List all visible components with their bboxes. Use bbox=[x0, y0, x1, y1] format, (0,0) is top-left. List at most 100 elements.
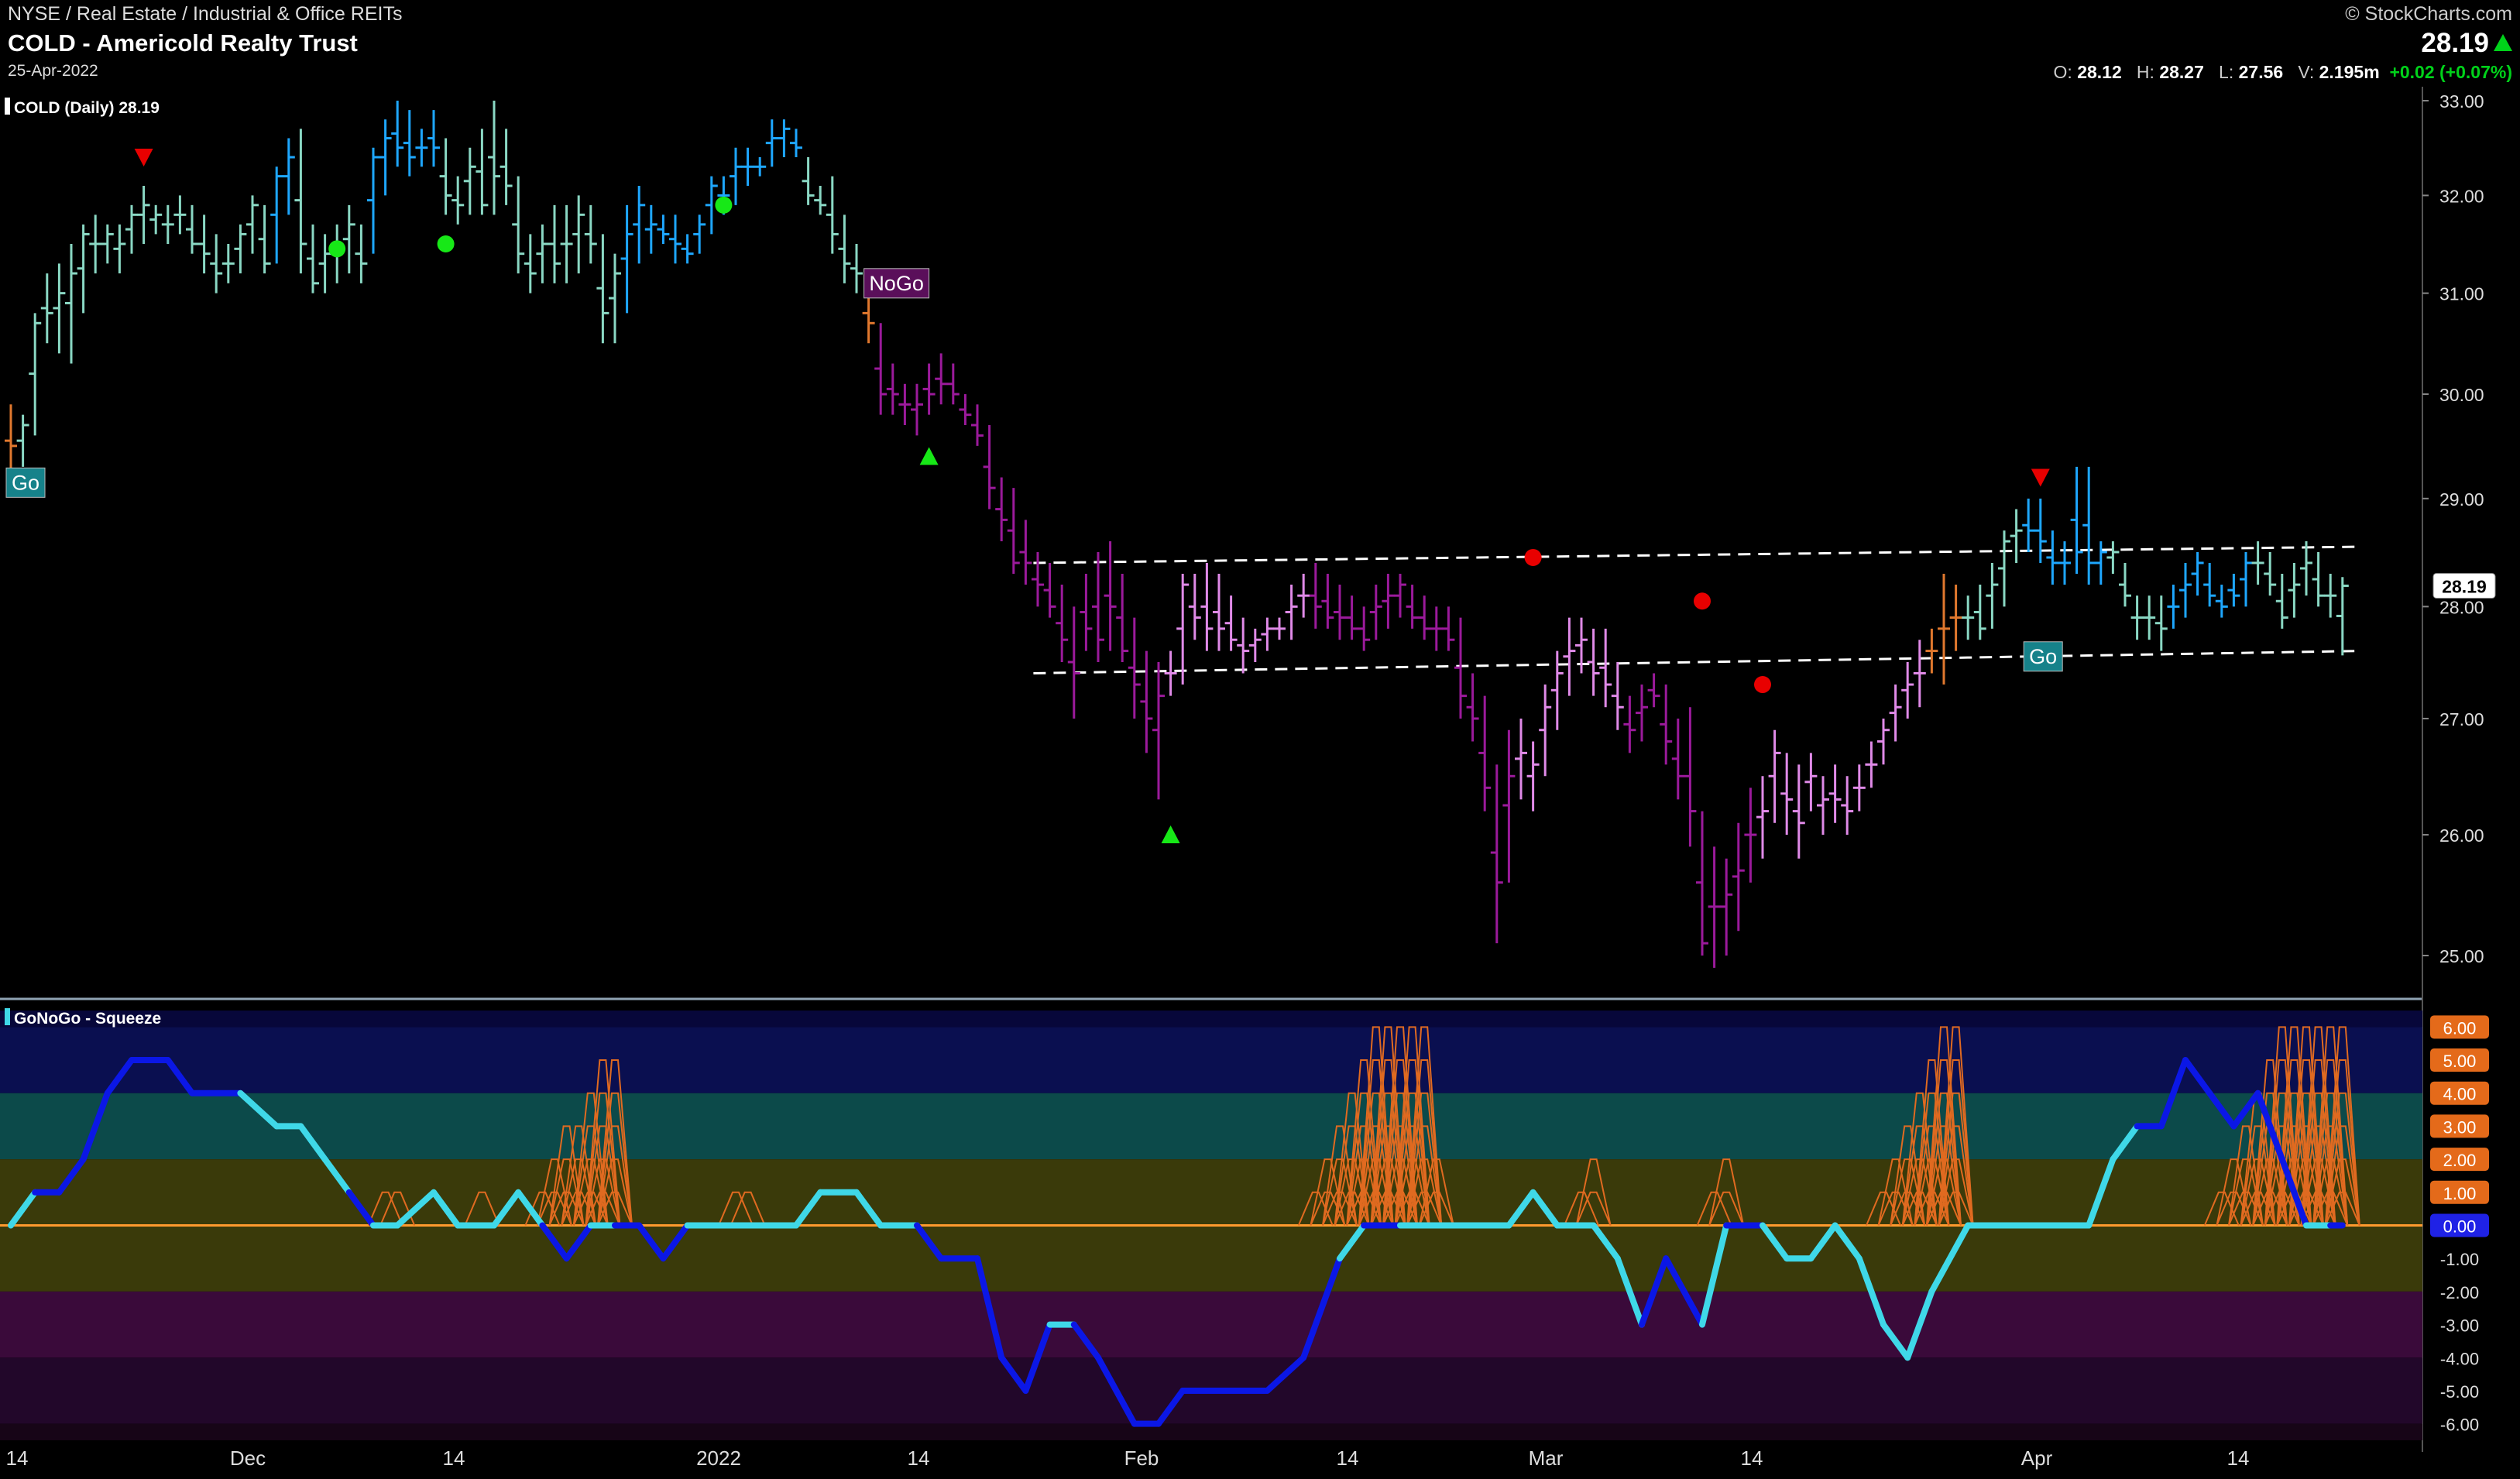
indicator-tick-badge bbox=[2430, 1213, 2489, 1237]
indicator-y-tick-label: 0.00 bbox=[2443, 1217, 2477, 1237]
price-y-tick-label: 27.00 bbox=[2439, 709, 2484, 729]
oscillator-segment bbox=[104, 1057, 135, 1096]
signal-markers: NoGo Go Go bbox=[5, 148, 2063, 844]
indicator-y-tick-label: -5.00 bbox=[2440, 1382, 2479, 1402]
indicator-zone bbox=[0, 1159, 2422, 1226]
squeeze-spike bbox=[1708, 1158, 1745, 1226]
oscillator-segment bbox=[1639, 1255, 1670, 1328]
last-price-tag bbox=[2432, 572, 2496, 599]
oscillator-segment bbox=[56, 1156, 87, 1196]
last-price-tag-label: 28.19 bbox=[2442, 576, 2487, 596]
oscillator-segment bbox=[321, 1156, 352, 1196]
oscillator-segment bbox=[8, 1189, 39, 1229]
volume-label: V: bbox=[2298, 62, 2315, 82]
price-y-tick-label: 25.00 bbox=[2439, 946, 2484, 966]
oscillator-segment bbox=[297, 1123, 328, 1163]
oscillator-segment bbox=[515, 1189, 546, 1229]
price-legend-swatch bbox=[5, 98, 10, 115]
x-tick-label: Mar bbox=[1529, 1446, 1564, 1470]
indicator-tick-badge bbox=[2430, 1081, 2489, 1105]
indicator-y-tick-label: -3.00 bbox=[2440, 1316, 2479, 1336]
squeeze-spike bbox=[1938, 1125, 1974, 1226]
squeeze-spike bbox=[1418, 1158, 1454, 1226]
squeeze-spike bbox=[561, 1125, 597, 1226]
squeeze-spike bbox=[2312, 1125, 2349, 1226]
squeeze-spike bbox=[2324, 1092, 2360, 1226]
oscillator-segment bbox=[1505, 1189, 1536, 1229]
x-tick-label: 2022 bbox=[696, 1446, 741, 1470]
oscillator-segment bbox=[1590, 1222, 1621, 1262]
squeeze-spike bbox=[2288, 1059, 2324, 1226]
oscillator-segment bbox=[2230, 1090, 2261, 1130]
oscillator-segment bbox=[80, 1090, 111, 1163]
oscillator-segment bbox=[2110, 1123, 2141, 1163]
oscillator-segment bbox=[660, 1222, 691, 1262]
oscillator-segment bbox=[793, 1189, 824, 1229]
price-y-tick-label: 32.00 bbox=[2439, 186, 2484, 206]
oscillator-segment bbox=[853, 1189, 884, 1229]
squeeze-spike bbox=[1696, 1191, 1732, 1226]
oscillator-segment bbox=[998, 1354, 1029, 1394]
oscillator-segment bbox=[1614, 1255, 1645, 1328]
squeeze-spike bbox=[1938, 1026, 1974, 1226]
oscillator-segment bbox=[1070, 1321, 1101, 1361]
price-bars bbox=[5, 101, 2349, 968]
squeeze-spike bbox=[2324, 1158, 2360, 1226]
oscillator-segment bbox=[2158, 1057, 2189, 1130]
signal-dot-icon bbox=[1694, 592, 1711, 610]
indicator-tick-badge bbox=[2430, 1148, 2489, 1172]
oscillator-segment bbox=[539, 1222, 570, 1262]
indicator-zone bbox=[0, 1291, 2422, 1358]
oscillator-segment bbox=[2254, 1090, 2285, 1163]
signal-dot-icon bbox=[715, 196, 733, 214]
triangle-down-icon bbox=[134, 148, 153, 166]
squeeze-spike bbox=[1938, 1059, 1974, 1226]
squeeze-spike bbox=[1406, 1191, 1443, 1226]
squeeze-spike bbox=[1938, 1158, 1974, 1226]
squeeze-spike bbox=[1358, 1059, 1394, 1226]
squeeze-spike bbox=[367, 1191, 403, 1226]
squeeze-spike bbox=[1926, 1125, 1962, 1226]
squeeze-spike bbox=[1382, 1059, 1418, 1226]
squeeze-spike bbox=[2300, 1059, 2336, 1226]
squeeze-spike bbox=[597, 1191, 633, 1226]
x-tick-label: Feb bbox=[1124, 1446, 1159, 1470]
x-tick-label: 14 bbox=[443, 1446, 465, 1470]
last-price: 28.19 bbox=[2421, 28, 2489, 58]
indicator-legend-swatch bbox=[5, 1008, 10, 1025]
indicator-y-tick-label: -2.00 bbox=[2440, 1283, 2479, 1302]
indicator-y-tick-label: 2.00 bbox=[2443, 1151, 2477, 1170]
chart-date: 25-Apr-2022 bbox=[8, 62, 98, 80]
squeeze-spike bbox=[1575, 1191, 1612, 1226]
indicator-y-tick-label: 6.00 bbox=[2443, 1018, 2477, 1038]
squeeze-spike bbox=[597, 1158, 633, 1226]
price-up-icon bbox=[2494, 34, 2512, 51]
x-tick-label: 14 bbox=[908, 1446, 930, 1470]
indicator-tick-badge bbox=[2430, 1114, 2489, 1138]
squeeze-spike bbox=[1938, 1191, 1974, 1226]
signal-label-box bbox=[5, 467, 46, 498]
indicator-y-tick-label: 5.00 bbox=[2443, 1052, 2477, 1071]
signal-label: Go bbox=[2029, 645, 2057, 668]
squeeze-spike bbox=[2324, 1026, 2360, 1226]
indicator-y-tick-label: -4.00 bbox=[2440, 1349, 2479, 1368]
squeeze-spike bbox=[1914, 1059, 1950, 1226]
x-tick-label: 14 bbox=[2227, 1446, 2250, 1470]
oscillator-segment bbox=[2182, 1057, 2213, 1096]
squeeze-spike bbox=[597, 1092, 633, 1226]
source-credit[interactable]: © StockCharts.com bbox=[2345, 3, 2512, 25]
signal-dot-icon bbox=[437, 235, 455, 253]
signal-label: Go bbox=[12, 471, 39, 494]
indicator-tick-badge bbox=[2430, 1015, 2489, 1039]
oscillator-segment bbox=[2278, 1156, 2309, 1229]
x-tick-label: Dec bbox=[230, 1446, 266, 1470]
triangle-down-icon bbox=[2031, 468, 2050, 487]
open-value: 28.12 bbox=[2077, 62, 2122, 82]
squeeze-spike bbox=[718, 1191, 754, 1226]
x-tick-label: 14 bbox=[6, 1446, 29, 1470]
squeeze-spike bbox=[585, 1059, 621, 1226]
squeeze-spike bbox=[2228, 1125, 2264, 1226]
oscillator-segment bbox=[1300, 1255, 1343, 1361]
squeeze-spike bbox=[1406, 1125, 1443, 1226]
